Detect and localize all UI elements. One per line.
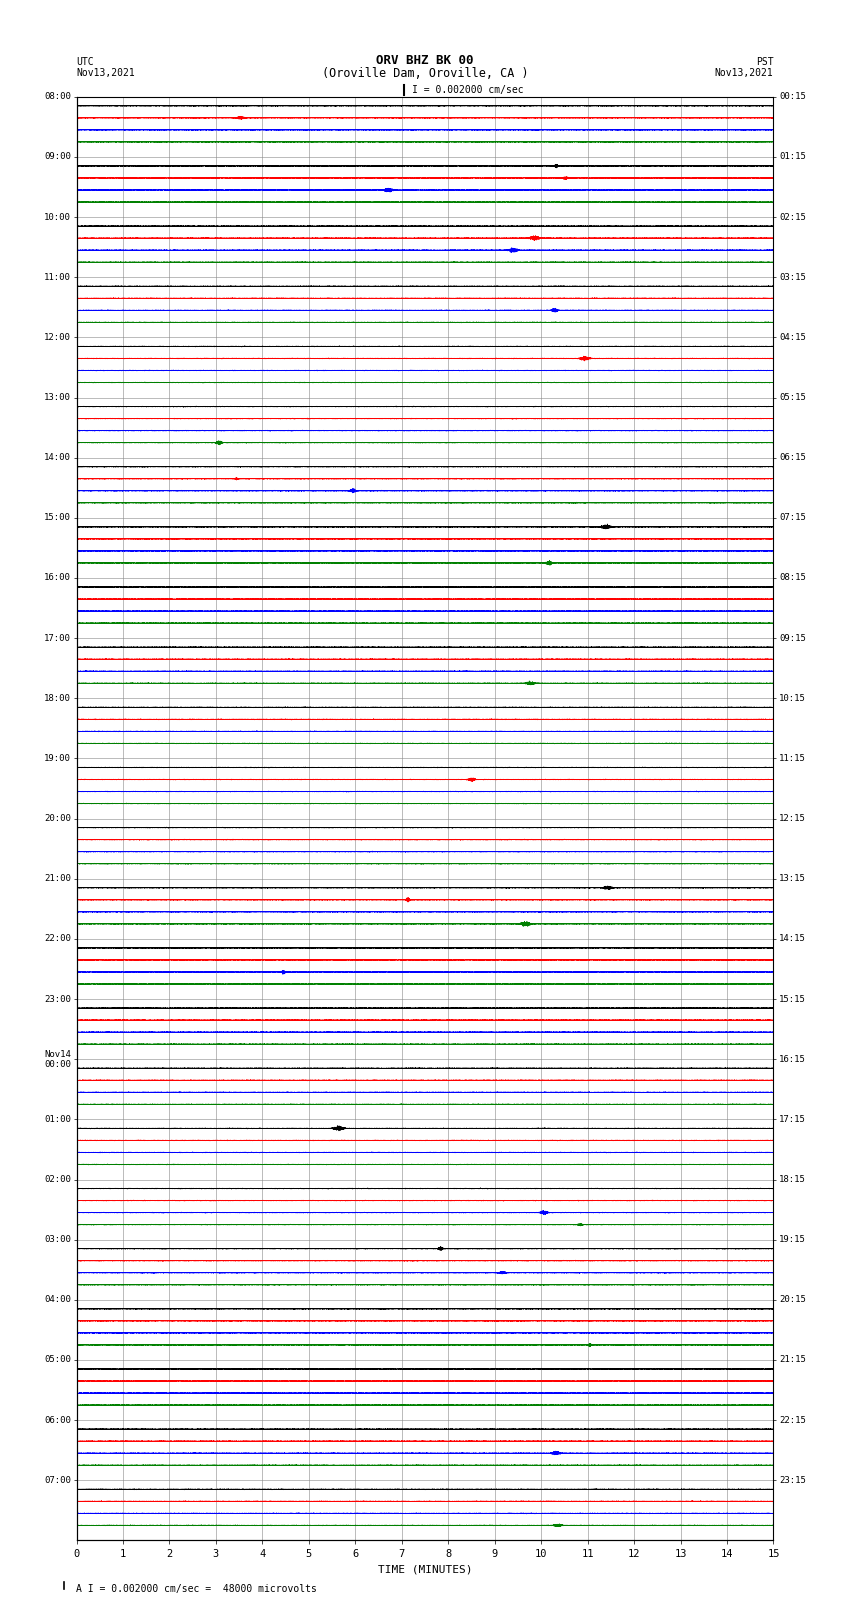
Text: Nov13,2021: Nov13,2021 [715, 68, 774, 77]
Text: Nov13,2021: Nov13,2021 [76, 68, 135, 77]
X-axis label: TIME (MINUTES): TIME (MINUTES) [377, 1565, 473, 1574]
Text: I = 0.002000 cm/sec: I = 0.002000 cm/sec [412, 85, 524, 95]
Text: PST: PST [756, 56, 774, 66]
Text: (Oroville Dam, Oroville, CA ): (Oroville Dam, Oroville, CA ) [321, 66, 529, 79]
Text: UTC: UTC [76, 56, 94, 66]
Text: A I = 0.002000 cm/sec =  48000 microvolts: A I = 0.002000 cm/sec = 48000 microvolts [76, 1584, 317, 1594]
Text: ORV BHZ BK 00: ORV BHZ BK 00 [377, 53, 473, 66]
